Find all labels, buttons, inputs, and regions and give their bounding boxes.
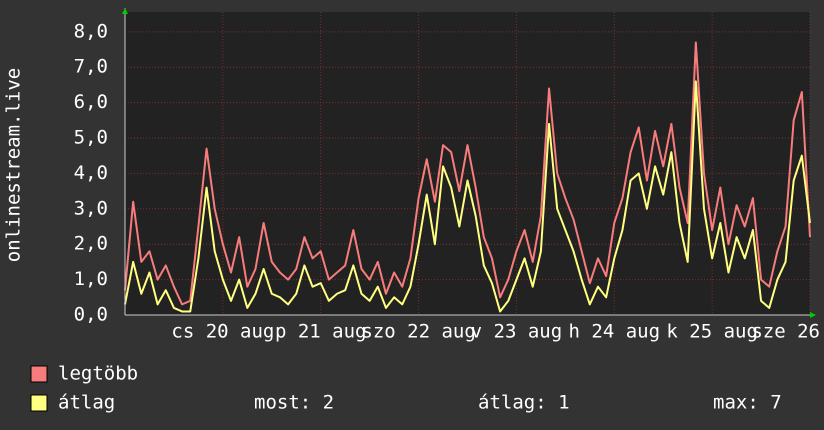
series-line <box>124 41 811 306</box>
x-tick-label: szo 22 aug <box>361 321 475 343</box>
x-tick-label: h 24 aug <box>569 321 661 343</box>
y-tick-label: 1,0 <box>74 268 108 290</box>
y-tick-label: 3,0 <box>74 197 108 219</box>
stat: max: 7 <box>713 392 782 414</box>
series-line <box>124 80 811 313</box>
y-tick-label: 2,0 <box>74 233 108 255</box>
y-tick-label: 0,0 <box>74 304 108 326</box>
legend-label: átlag <box>58 392 115 414</box>
x-tick-label: k 25 aug <box>666 321 758 343</box>
plot-area <box>125 12 810 315</box>
legend-swatch <box>30 365 48 383</box>
y-tick-label: 4,0 <box>74 162 108 184</box>
y-tick-label: 7,0 <box>74 56 108 78</box>
legend-swatch <box>30 394 48 412</box>
stat: átlag: 1 <box>478 392 570 414</box>
y-tick-label: 6,0 <box>74 91 108 113</box>
y-tick-label: 8,0 <box>74 20 108 42</box>
x-tick-label: p 21 aug <box>275 321 367 343</box>
stat: most: 2 <box>254 392 334 414</box>
legend-label: legtöbb <box>58 363 138 385</box>
x-tick-label: cs 20 aug <box>171 321 274 343</box>
x-tick-label: sze 26 <box>751 321 820 343</box>
x-tick-label: v 23 aug <box>471 321 563 343</box>
y-axis-label: onlinestream.live <box>3 68 25 262</box>
y-tick-label: 5,0 <box>74 127 108 149</box>
x-arrow <box>810 312 816 318</box>
y-arrow <box>122 8 128 14</box>
